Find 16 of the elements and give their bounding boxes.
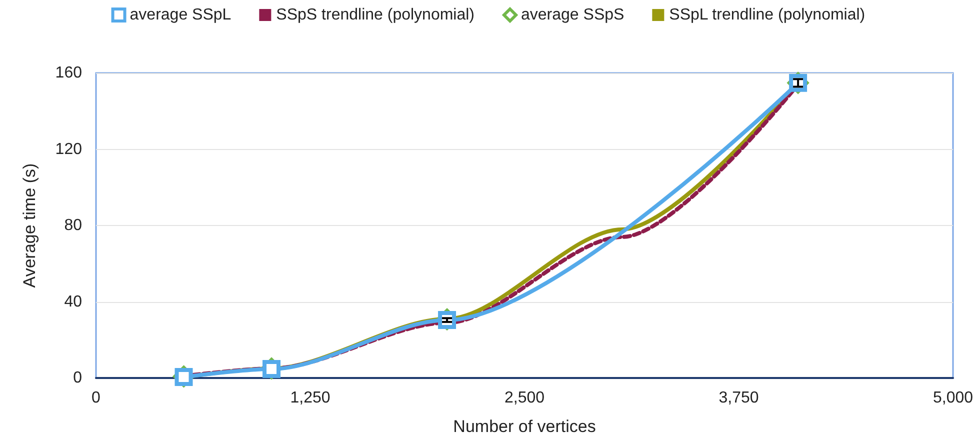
y-tick-label: 0: [73, 370, 82, 386]
legend-label: SSpL trendline (polynomial): [669, 6, 866, 24]
x-tick-label: 3,750: [718, 390, 759, 406]
x-tick-label: 1,250: [290, 390, 330, 406]
y-tick-label: 160: [55, 64, 82, 82]
y-axis-title: Average time (s): [20, 163, 39, 288]
x-tick-label: 0: [92, 390, 101, 406]
legend-label: average SSpS: [521, 6, 624, 24]
legend-label: SSpS trendline (polynomial): [276, 6, 475, 24]
y-tick-label: 120: [55, 140, 82, 158]
y-tick-label: 40: [64, 293, 82, 310]
x-tick-label: 5,000: [932, 390, 974, 406]
y-tick-label: 80: [64, 217, 82, 234]
x-axis-title: Number of vertices: [453, 417, 596, 436]
legend-label: average SSpL: [130, 6, 232, 24]
x-tick-label: 2,500: [504, 390, 545, 406]
